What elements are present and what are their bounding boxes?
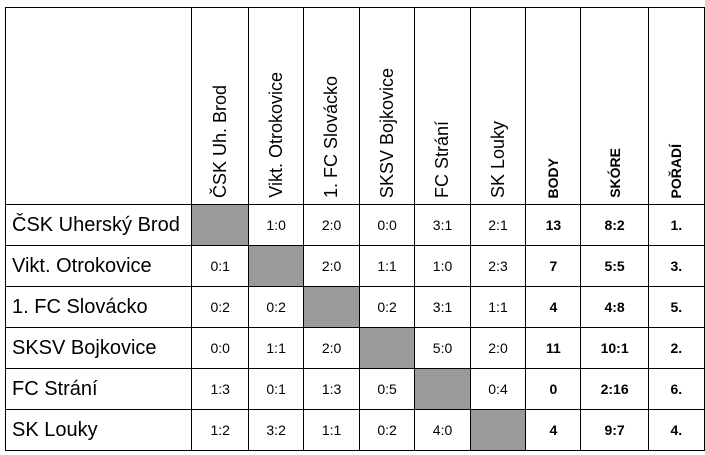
rank-cell: 4.	[647, 409, 705, 451]
rank-cell: 6.	[647, 368, 705, 410]
col-header-label: SKSV Bojkovice	[376, 67, 397, 198]
score-header-label: SKÓRE	[606, 148, 623, 198]
match-result-cell: 3:1	[414, 204, 471, 246]
rank-cell: 2.	[647, 327, 705, 369]
team-name-cell: ČSK Uherský Brod	[4, 204, 193, 246]
score-header: SKÓRE	[580, 7, 649, 205]
points-cell: 0	[525, 368, 582, 410]
match-result-cell: 0:5	[358, 368, 416, 410]
score-cell: 10:1	[580, 327, 649, 369]
col-header-label: 1. FC Slovácko	[321, 75, 342, 198]
match-result-cell: 2:3	[469, 245, 527, 287]
match-result-cell: 1:1	[247, 327, 305, 369]
table-row: SK Louky 1:2 3:2 1:1 0:2 4:0 4 9:7 4.	[4, 409, 705, 451]
points-cell: 11	[525, 327, 582, 369]
col-header: SK Louky	[469, 7, 527, 205]
col-header: 1. FC Slovácko	[303, 7, 360, 205]
match-result-cell: 0:2	[358, 286, 416, 328]
match-result-cell: 0:0	[191, 327, 249, 369]
match-result-cell: 0:1	[191, 245, 249, 287]
table-row: Vikt. Otrokovice 0:1 2:0 1:1 1:0 2:3 7 5:5 3.	[4, 245, 705, 287]
rank-header: POŘADÍ	[647, 7, 705, 205]
results-table: ČSK Uh. Brod Vikt. Otrokovice 1. FC Slov…	[4, 7, 705, 451]
match-result-cell: 2:0	[303, 327, 360, 369]
match-result-cell: 0:2	[191, 286, 249, 328]
match-result-cell: 1:3	[191, 368, 249, 410]
corner-cell	[4, 7, 193, 205]
diagonal-cell	[191, 204, 249, 246]
points-header: BODY	[525, 7, 582, 205]
col-header: Vikt. Otrokovice	[247, 7, 305, 205]
score-cell: 9:7	[580, 409, 649, 451]
team-name-cell: Vikt. Otrokovice	[4, 245, 193, 287]
col-header: FC Strání	[414, 7, 471, 205]
match-result-cell: 2:1	[469, 204, 527, 246]
rank-cell: 1.	[647, 204, 705, 246]
rank-cell: 5.	[647, 286, 705, 328]
col-header: ČSK Uh. Brod	[191, 7, 249, 205]
match-result-cell: 1:3	[303, 368, 360, 410]
team-name-cell: FC Strání	[4, 368, 193, 410]
match-result-cell: 4:0	[414, 409, 471, 451]
diagonal-cell	[358, 327, 416, 369]
score-cell: 8:2	[580, 204, 649, 246]
col-header-label: FC Strání	[432, 120, 453, 198]
table-row: SKSV Bojkovice 0:0 1:1 2:0 5:0 2:0 11 10:1 2.	[4, 327, 705, 369]
rank-cell: 3.	[647, 245, 705, 287]
diagonal-cell	[303, 286, 360, 328]
team-name-cell: SKSV Bojkovice	[4, 327, 193, 369]
table-row: ČSK Uherský Brod 1:0 2:0 0:0 3:1 2:1 13 8:2 1.	[4, 204, 705, 246]
match-result-cell: 1:1	[303, 409, 360, 451]
col-header-label: Vikt. Otrokovice	[265, 72, 286, 198]
diagonal-cell	[469, 409, 527, 451]
match-result-cell: 1:0	[247, 204, 305, 246]
team-name-cell: SK Louky	[4, 409, 193, 451]
col-header-label: SK Louky	[487, 120, 508, 198]
points-cell: 4	[525, 286, 582, 328]
match-result-cell: 0:4	[469, 368, 527, 410]
points-cell: 7	[525, 245, 582, 287]
score-cell: 2:16	[580, 368, 649, 410]
table-row: FC Strání 1:3 0:1 1:3 0:5 0:4 0 2:16 6.	[4, 368, 705, 410]
match-result-cell: 3:2	[247, 409, 305, 451]
score-cell: 5:5	[580, 245, 649, 287]
match-result-cell: 5:0	[414, 327, 471, 369]
match-result-cell: 3:1	[414, 286, 471, 328]
rank-header-label: POŘADÍ	[668, 143, 685, 198]
col-header: SKSV Bojkovice	[358, 7, 416, 205]
table-body: ČSK Uherský Brod 1:0 2:0 0:0 3:1 2:1 13 8:2 1. Vi…	[4, 204, 705, 451]
points-cell: 13	[525, 204, 582, 246]
points-header-label: BODY	[545, 157, 562, 198]
table-row: 1. FC Slovácko 0:2 0:2 0:2 3:1 1:1 4 4:8 5.	[4, 286, 705, 328]
match-result-cell: 2:0	[469, 327, 527, 369]
match-result-cell: 0:2	[247, 286, 305, 328]
match-result-cell: 1:1	[358, 245, 416, 287]
col-header-label: ČSK Uh. Brod	[209, 84, 230, 198]
match-result-cell: 2:0	[303, 245, 360, 287]
match-result-cell: 0:2	[358, 409, 416, 451]
score-cell: 4:8	[580, 286, 649, 328]
match-result-cell: 1:1	[469, 286, 527, 328]
match-result-cell: 2:0	[303, 204, 360, 246]
diagonal-cell	[247, 245, 305, 287]
points-cell: 4	[525, 409, 582, 451]
match-result-cell: 1:2	[191, 409, 249, 451]
match-result-cell: 0:0	[358, 204, 416, 246]
match-result-cell: 1:0	[414, 245, 471, 287]
match-result-cell: 0:1	[247, 368, 305, 410]
header-row: ČSK Uh. Brod Vikt. Otrokovice 1. FC Slov…	[4, 7, 705, 205]
diagonal-cell	[414, 368, 471, 410]
team-name-cell: 1. FC Slovácko	[4, 286, 193, 328]
